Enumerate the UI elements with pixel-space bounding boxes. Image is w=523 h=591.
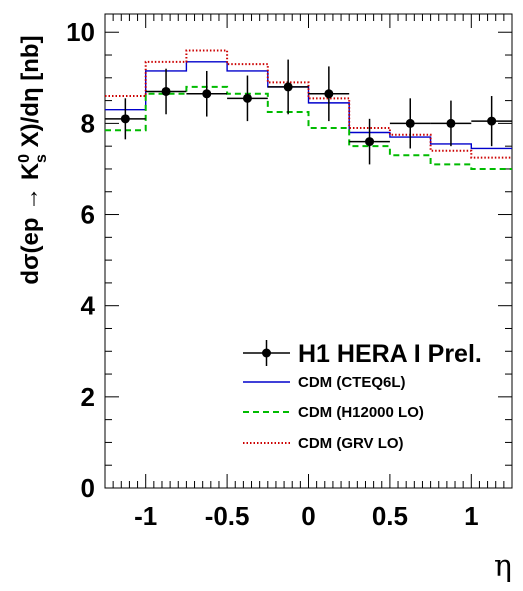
data-point: [389, 98, 431, 149]
y-axis-label-pre: dσ(ep → K: [17, 162, 44, 284]
data-layer: [105, 59, 512, 165]
x-tick-label: -0.5: [205, 501, 250, 531]
data-point-marker: [446, 118, 456, 128]
legend: H1 HERA I Prel. CDM (CTEQ6L) CDM (H12000 L…: [243, 340, 482, 452]
data-point-marker: [161, 86, 171, 96]
data-point: [145, 68, 187, 115]
x-axis-label: η: [494, 549, 512, 584]
y-tick-label: 10: [66, 17, 95, 47]
data-point-marker: [202, 89, 212, 99]
y-axis-label-post: X)/dη [nb]: [17, 35, 44, 154]
data-point-marker: [487, 116, 497, 126]
data-point: [105, 98, 146, 140]
legend-entry: CDM (CTEQ6L): [243, 374, 406, 391]
axes: 0 2 4 6 8 10 -1 -0.5 0 0.5 1: [66, 14, 513, 531]
x-tick-label: 0: [301, 501, 315, 531]
data-point: [471, 96, 512, 147]
data-point-marker: [120, 114, 130, 124]
y-axis-label-sub: s: [33, 154, 50, 163]
series-line: [105, 85, 512, 170]
data-point: [308, 66, 350, 122]
legend-label-data: H1 HERA I Prel.: [298, 340, 482, 368]
data-point: [430, 100, 472, 147]
y-tick-label: 2: [81, 382, 95, 412]
legend-entry: CDM (H12000 LO): [243, 404, 424, 421]
data-point-marker: [405, 118, 415, 128]
y-tick-label: 4: [81, 291, 96, 321]
x-tick-label: -1: [134, 501, 157, 531]
y-tick-label: 8: [81, 108, 95, 138]
data-point-marker: [283, 82, 293, 92]
series-layer: [105, 49, 512, 170]
data-point: [267, 59, 309, 115]
legend-label: CDM (H12000 LO): [298, 404, 424, 421]
data-point-marker: [324, 89, 334, 99]
data-point-marker: [242, 93, 252, 103]
y-tick-label: 6: [81, 200, 95, 230]
y-axis-label-sup: 0: [16, 154, 33, 163]
legend-label: CDM (CTEQ6L): [298, 374, 406, 391]
data-point: [227, 75, 268, 122]
data-point: [186, 70, 228, 117]
data-point: [349, 118, 390, 165]
x-tick-label: 0.5: [372, 501, 408, 531]
legend-entry: CDM (GRV LO): [243, 435, 404, 452]
legend-entry-data: H1 HERA I Prel.: [243, 340, 482, 368]
legend-data-marker: [262, 348, 271, 358]
y-axis-label: dσ(ep → K0s X)/dη [nb]: [16, 35, 50, 284]
x-tick-label: 1: [464, 501, 478, 531]
data-point-marker: [365, 137, 375, 147]
legend-label: CDM (GRV LO): [298, 435, 404, 452]
y-tick-label: 0: [81, 473, 95, 503]
